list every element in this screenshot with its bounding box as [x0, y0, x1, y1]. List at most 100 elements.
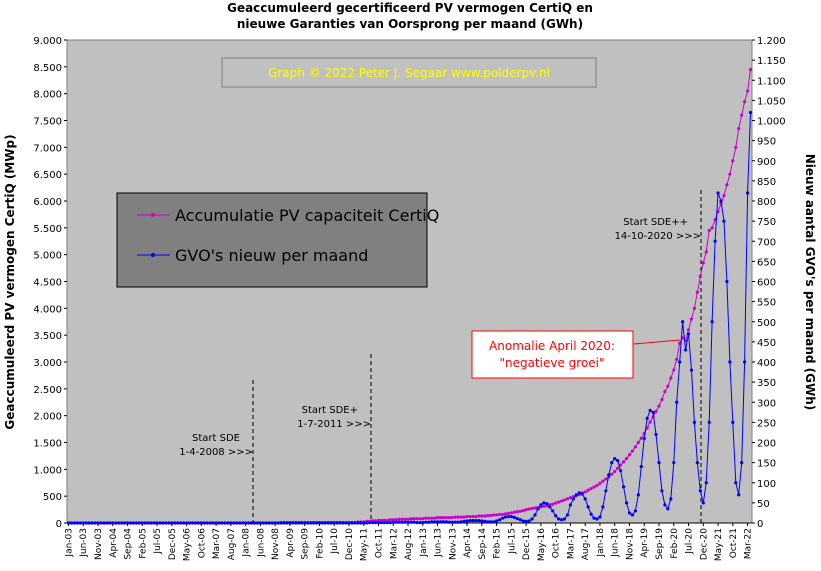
- legend-label: GVO's nieuw per maand: [175, 246, 368, 265]
- point: [565, 513, 570, 517]
- tick-label: 1.500: [33, 439, 62, 450]
- point: [471, 518, 475, 523]
- point: [559, 518, 564, 522]
- x-tick-label: Feb-20: [670, 528, 680, 559]
- point: [698, 274, 702, 278]
- point: [689, 317, 694, 321]
- point: [323, 521, 327, 525]
- credit: Graph © 2022 Peter J. Segaar www.polderp…: [268, 66, 550, 80]
- point: [704, 481, 708, 485]
- tick-label: 2.500: [33, 385, 62, 396]
- y-axis-label: Geaccumuleerd PV vermogen CertiQ (MWp): [3, 134, 17, 429]
- x-tick-label: Nov-13: [448, 528, 458, 560]
- point: [610, 461, 614, 465]
- point: [580, 492, 584, 496]
- point: [740, 113, 744, 117]
- x-tick-label: Jan-03: [64, 528, 74, 558]
- point: [722, 194, 726, 198]
- point: [288, 521, 292, 525]
- point: [84, 521, 88, 525]
- point: [412, 517, 416, 521]
- point: [592, 516, 596, 520]
- point: [105, 521, 109, 525]
- legend-label: Accumulatie PV capaciteit CertiQ: [175, 206, 439, 225]
- point: [598, 481, 602, 485]
- point: [276, 521, 280, 525]
- point: [604, 489, 608, 493]
- x-tick-label: May-16: [537, 528, 547, 561]
- point: [447, 520, 451, 524]
- point: [489, 520, 493, 524]
- point: [589, 512, 593, 516]
- point: [456, 515, 460, 519]
- point: [645, 416, 649, 420]
- point: [745, 89, 750, 93]
- annotation: "negatieve groei": [499, 356, 604, 370]
- point: [621, 460, 626, 464]
- point: [421, 520, 425, 525]
- tick-label: 0: [757, 519, 763, 530]
- point: [409, 520, 413, 524]
- annotation: 1-4-2008 >>>: [179, 447, 253, 458]
- point: [223, 521, 227, 525]
- point: [728, 360, 732, 364]
- point: [122, 521, 127, 525]
- point: [220, 521, 224, 525]
- point: [69, 521, 74, 525]
- x-tick-label: Mar-22: [744, 528, 754, 559]
- point: [509, 511, 513, 515]
- x-tick-label: Sep-09: [301, 528, 311, 560]
- point: [633, 509, 637, 513]
- point: [365, 521, 369, 525]
- x-tick-label: Jan-08: [242, 528, 252, 558]
- point: [613, 457, 617, 461]
- point: [745, 191, 750, 195]
- point: [125, 521, 130, 525]
- point: [249, 521, 254, 525]
- legend: Accumulatie PV capaciteit CertiQ GVO's ni…: [116, 192, 439, 288]
- point: [391, 518, 395, 522]
- point: [471, 514, 475, 519]
- x-tick-label: Apr-19: [640, 528, 650, 558]
- point: [108, 521, 112, 525]
- point: [515, 516, 519, 521]
- point: [244, 521, 248, 525]
- point: [217, 521, 221, 525]
- point: [701, 261, 705, 265]
- point: [492, 520, 496, 524]
- point: [495, 519, 499, 523]
- point: [161, 521, 165, 525]
- point: [663, 503, 667, 507]
- point: [456, 520, 460, 524]
- point: [412, 520, 416, 524]
- annotation: Start SDE++: [623, 217, 688, 228]
- point: [743, 100, 747, 104]
- point: [199, 521, 203, 525]
- annotation: Anomalie April 2020:: [489, 339, 615, 353]
- point: [554, 501, 558, 505]
- x-tick-label: May-06: [183, 528, 193, 561]
- point: [267, 521, 271, 525]
- point: [639, 436, 643, 440]
- point: [678, 341, 682, 345]
- point: [66, 521, 71, 525]
- point: [164, 521, 168, 525]
- point: [557, 517, 561, 521]
- point: [574, 493, 578, 497]
- point: [675, 357, 679, 361]
- point: [660, 489, 664, 493]
- x-tick-label: Dec-10: [345, 528, 355, 560]
- point: [748, 110, 753, 115]
- point: [707, 228, 711, 233]
- point: [583, 490, 587, 494]
- point: [627, 453, 632, 457]
- point: [444, 516, 449, 520]
- x-tick-label: Dec-05: [168, 528, 178, 560]
- annotation: Start SDE: [192, 433, 240, 444]
- point: [701, 501, 705, 505]
- point: [737, 126, 741, 131]
- x-tick-label: Oct-16: [552, 528, 562, 559]
- point: [205, 521, 209, 525]
- point: [376, 520, 381, 525]
- point: [492, 513, 496, 517]
